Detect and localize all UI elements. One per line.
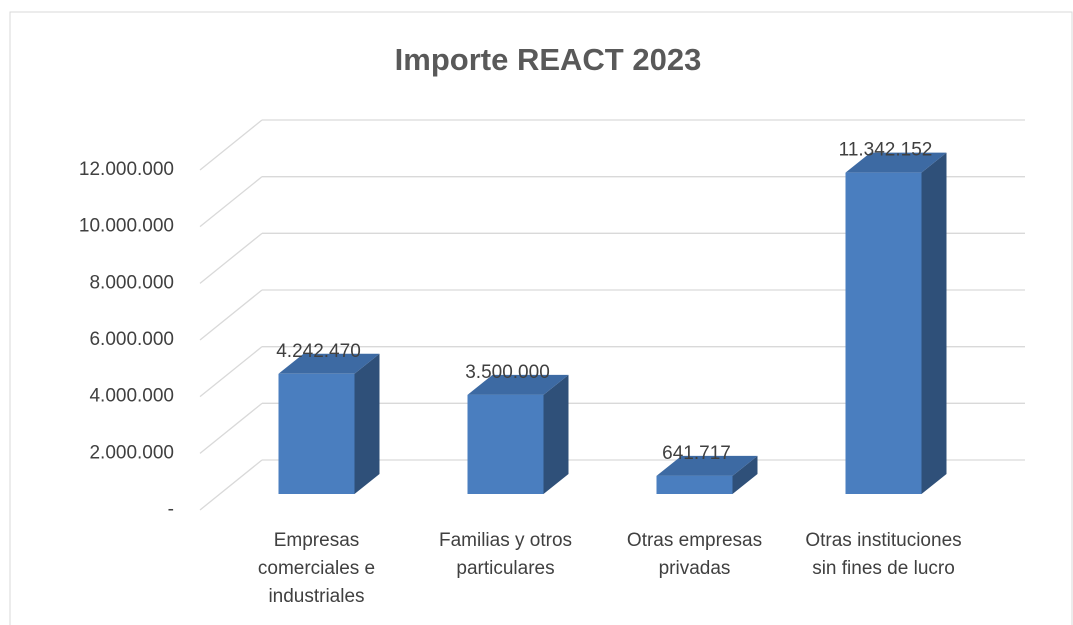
y-tick-label: 12.000.000: [79, 159, 174, 180]
data-label: 641.717: [662, 443, 731, 464]
chart-border: [9, 11, 1073, 625]
y-tick-label: 4.000.000: [89, 386, 174, 407]
bar: [656, 475, 733, 494]
y-tick-label: 6.000.000: [89, 329, 174, 350]
bar-side: [921, 152, 947, 494]
grid-line: [199, 119, 263, 171]
x-tick-label: Otras empresas privadas: [626, 530, 763, 579]
bar-side: [354, 353, 380, 494]
y-tick-label: -: [168, 499, 174, 520]
grid-line: [199, 232, 263, 284]
x-tick-label: Empresas comerciales e industriales: [257, 530, 376, 607]
data-label: 4.242.470: [276, 341, 361, 362]
x-tick-label: Otras instituciones sin fines de lucro: [805, 530, 962, 579]
bar-top: [845, 152, 947, 173]
grid-line: [199, 176, 263, 228]
bar-side: [732, 455, 758, 494]
chart-title: Importe REACT 2023: [395, 42, 702, 77]
y-tick-label: 8.000.000: [89, 272, 174, 293]
grid-line: [199, 346, 263, 398]
bar: [845, 172, 922, 494]
bar-top: [278, 353, 380, 374]
y-tick-label: 2.000.000: [89, 442, 174, 463]
grid-line: [199, 289, 263, 341]
bar: [467, 394, 544, 494]
grid-line: [199, 459, 263, 511]
bar-top: [656, 455, 758, 476]
x-tick-label: Familias y otros particulares: [438, 530, 573, 579]
data-label: 11.342.152: [839, 140, 933, 161]
grid-line: [199, 402, 263, 454]
data-label: 3.500.000: [465, 362, 550, 383]
bar: [278, 373, 355, 494]
y-tick-label: 10.000.000: [79, 216, 174, 237]
bar-side: [543, 374, 569, 494]
bar-top: [467, 374, 569, 395]
